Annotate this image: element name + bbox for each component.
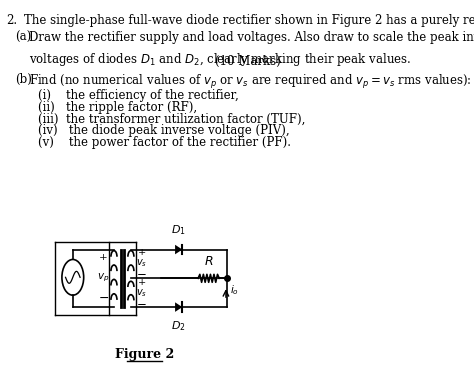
Text: $-$: $-$ [137,295,147,309]
Text: The single-phase full-wave diode rectifier shown in Figure 2 has a purely resist: The single-phase full-wave diode rectifi… [24,14,474,27]
Text: $D_2$: $D_2$ [172,319,186,333]
Text: (10 Marks): (10 Marks) [215,55,281,68]
Polygon shape [175,245,182,254]
Text: (ii)   the ripple factor (RF),: (ii) the ripple factor (RF), [38,101,197,114]
Text: (v)    the power factor of the rectifier (PF).: (v) the power factor of the rectifier (P… [38,137,291,149]
Text: $v_p$: $v_p$ [97,271,109,283]
Text: $i_o$: $i_o$ [230,283,239,297]
Text: +: + [99,253,108,262]
Text: Draw the rectifier supply and load voltages. Also draw to scale the peak inverse: Draw the rectifier supply and load volta… [28,31,474,68]
Text: Find (no numerical values of $v_p$ or $v_s$ are required and $v_p = v_s$ rms val: Find (no numerical values of $v_p$ or $v… [28,73,471,91]
Text: (i)    the efficiency of the rectifier,: (i) the efficiency of the rectifier, [38,89,238,102]
Text: +: + [137,248,146,257]
Text: (a): (a) [15,31,31,44]
Text: $v_s$: $v_s$ [136,287,147,299]
Text: (b): (b) [15,73,32,86]
Text: Figure 2: Figure 2 [115,348,174,361]
Polygon shape [175,302,182,312]
Text: +: + [137,278,146,287]
Text: (iv)   the diode peak inverse voltage (PIV),: (iv) the diode peak inverse voltage (PIV… [38,125,289,138]
Text: $-$: $-$ [137,266,147,279]
Text: 2.: 2. [6,14,18,27]
Text: (iii)  the transformer utilization factor (TUF),: (iii) the transformer utilization factor… [38,113,305,126]
Text: $v_s$: $v_s$ [136,258,147,269]
Text: $R$: $R$ [204,255,213,269]
Text: $-$: $-$ [98,291,109,304]
Text: $D_1$: $D_1$ [171,223,186,237]
